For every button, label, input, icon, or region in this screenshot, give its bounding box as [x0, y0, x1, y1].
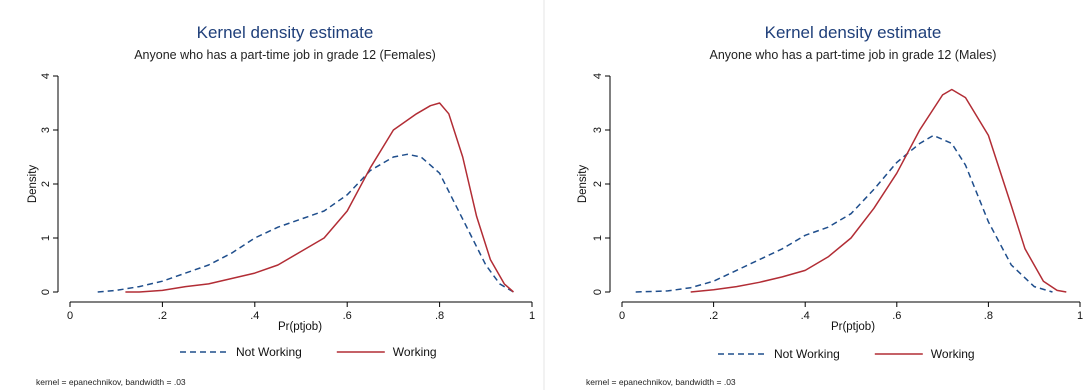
x-tick-label: 0: [619, 310, 625, 322]
chart-panel-females: Kernel density estimate Anyone who has a…: [0, 0, 540, 390]
chart-title: Kernel density estimate: [765, 23, 942, 42]
kernel-note: kernel = epanechnikov, bandwidth = .03: [36, 377, 186, 387]
chart-subtitle: Anyone who has a part-time job in grade …: [710, 48, 997, 62]
x-tick-label: .2: [709, 310, 718, 322]
legend-label: Working: [393, 345, 437, 359]
series-line-not-working: [635, 134, 1053, 293]
y-tick-label: 3: [40, 127, 52, 133]
kernel-note: kernel = epanechnikov, bandwidth = .03: [586, 377, 736, 387]
y-tick-label: 4: [592, 73, 604, 79]
x-tick-label: .8: [435, 310, 444, 322]
chart-title: Kernel density estimate: [197, 23, 374, 42]
x-axis-label: Pr(ptjob): [831, 321, 875, 333]
y-tick-label: 2: [592, 181, 604, 187]
chart-svg-males: Kernel density estimate Anyone who has a…: [577, 23, 1083, 387]
chart-svg-females: Kernel density estimate Anyone who has a…: [27, 23, 535, 387]
series-line-not-working: [97, 153, 514, 293]
x-tick-label: 1: [1077, 310, 1083, 322]
x-tick-label: .6: [343, 310, 352, 322]
series-line-working: [125, 102, 514, 293]
panel-divider: [543, 0, 545, 390]
chart-subtitle: Anyone who has a part-time job in grade …: [134, 48, 436, 62]
legend-label: Not Working: [774, 347, 840, 361]
y-tick-label: 3: [592, 127, 604, 133]
legend-label: Not Working: [236, 345, 302, 359]
series-line-working: [690, 88, 1067, 293]
x-tick-label: .8: [984, 310, 993, 322]
y-tick-label: 1: [592, 235, 604, 241]
chart-panel-males: Kernel density estimate Anyone who has a…: [550, 0, 1084, 390]
y-tick-label: 0: [592, 289, 604, 295]
y-tick-label: 2: [40, 181, 52, 187]
x-tick-label: .6: [892, 310, 901, 322]
y-tick-label: 0: [40, 289, 52, 295]
x-tick-label: 0: [67, 310, 73, 322]
y-axis-label: Density: [577, 165, 589, 204]
y-axis-label: Density: [27, 165, 39, 204]
y-tick-label: 4: [40, 73, 52, 79]
x-tick-label: .2: [158, 310, 167, 322]
y-tick-label: 1: [40, 235, 52, 241]
x-tick-label: .4: [250, 310, 259, 322]
x-tick-label: 1: [529, 310, 535, 322]
x-axis-label: Pr(ptjob): [278, 321, 322, 333]
legend-label: Working: [931, 347, 975, 361]
x-tick-label: .4: [801, 310, 810, 322]
